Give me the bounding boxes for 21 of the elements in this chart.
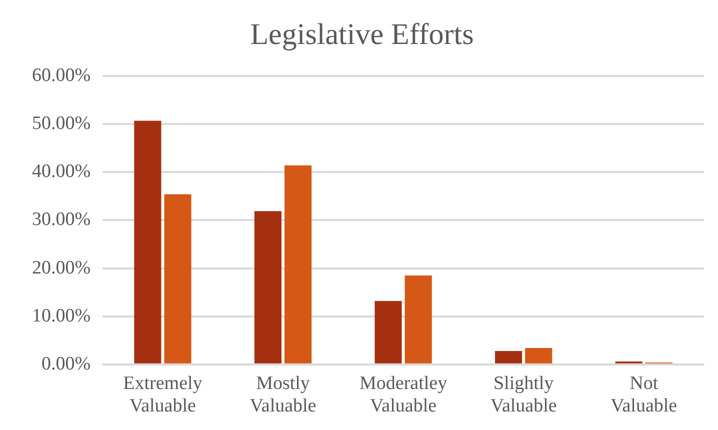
bar [254,211,282,364]
y-tick-label: 10.00% [32,305,91,326]
y-tick-label: 0.00% [42,353,91,374]
bar [495,350,522,364]
x-tick-label: Extremely Valuable [123,372,203,417]
bar [134,120,162,364]
x-tick-label: Slightly Valuable [490,372,557,417]
y-tick-label: 60.00% [32,64,91,86]
bar [374,300,402,364]
bar [525,348,552,364]
x-tick-label: Moderatley Valuable [360,372,448,417]
bar [404,275,432,364]
bar [164,194,192,364]
y-tick-label: 50.00% [32,113,91,134]
x-tick-label: Not Valuable [610,372,678,417]
chart-title: Legislative Efforts [250,18,474,51]
y-tick-label: 30.00% [32,209,91,230]
y-tick-label: 20.00% [32,257,91,278]
bar [284,165,312,364]
y-tick-label: 40.00% [32,161,91,182]
x-tick-label: Mostly Valuable [250,372,316,417]
